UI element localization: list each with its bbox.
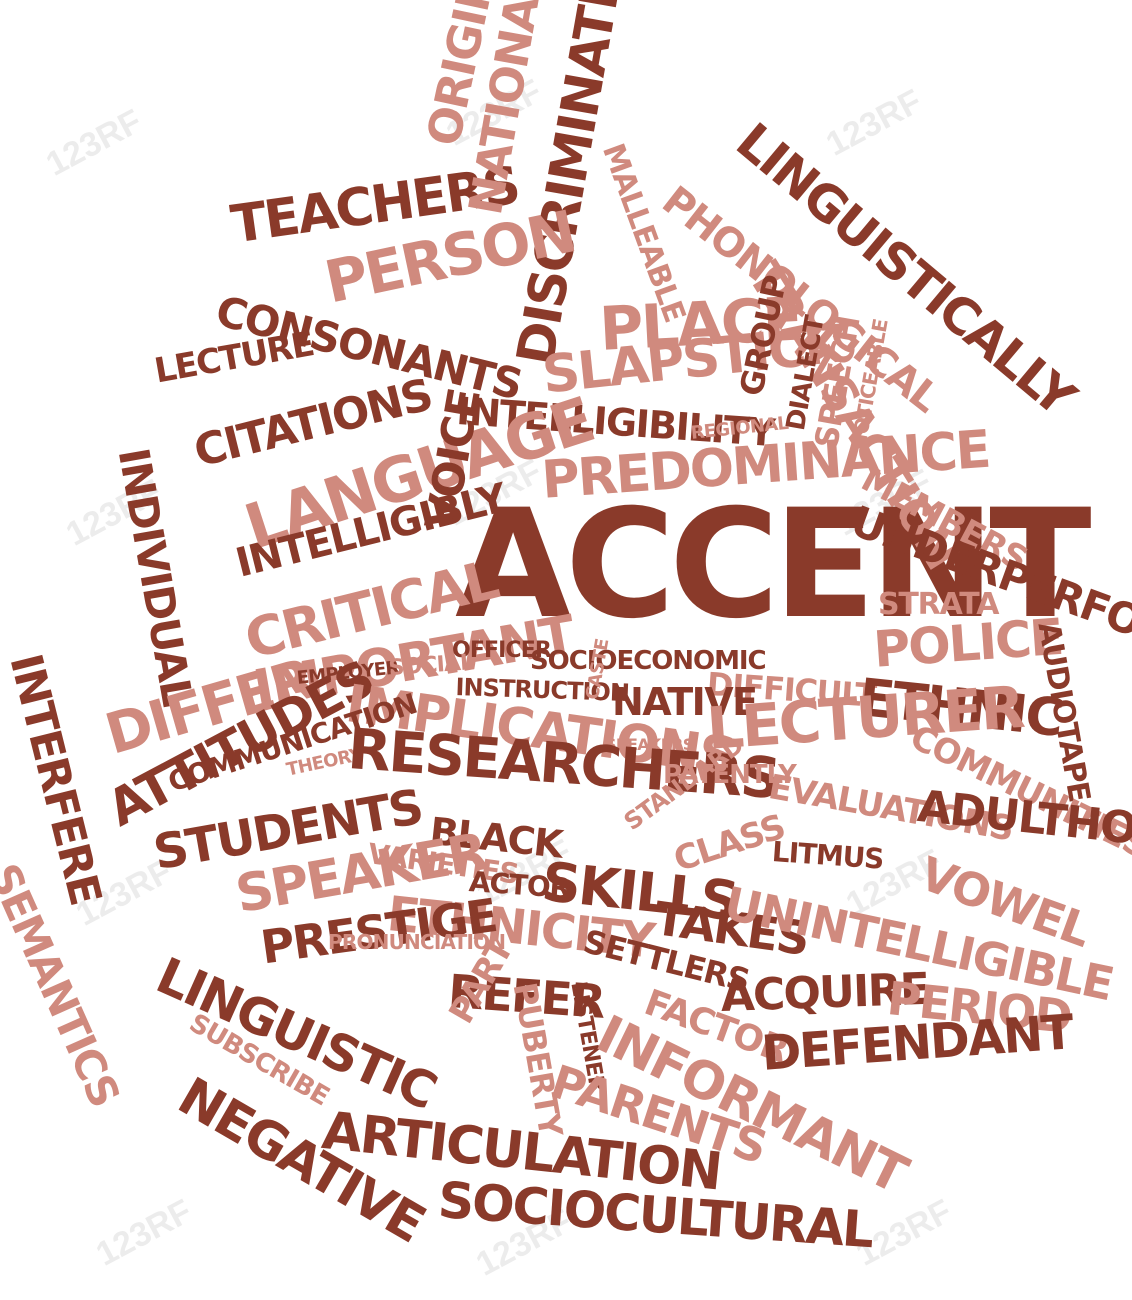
word-adulthood: ADULTHOOD: [915, 781, 1132, 862]
word-accent: ACCENT: [455, 478, 1092, 652]
word-speakers: SPEAKERS: [605, 735, 694, 754]
watermark: 123RF: [40, 102, 148, 184]
word-pronunciation: PRONUNCIATION: [328, 930, 506, 954]
watermark: 123RF: [90, 1192, 198, 1274]
word-socioeconomic: SOCIOECONOMIC: [530, 646, 767, 676]
word-patently: PATENTLY: [663, 760, 797, 790]
word-sociocultural: SOCIOCULTURAL: [436, 1171, 875, 1260]
word-officer: OFFICER: [452, 638, 552, 663]
word-strata: STRATA: [878, 587, 999, 622]
word-native: NATIVE: [612, 680, 758, 724]
word-litmus: LITMUS: [770, 835, 885, 876]
word-individual: INDIVIDUAL: [108, 444, 203, 709]
watermark: 123RF: [820, 82, 928, 164]
